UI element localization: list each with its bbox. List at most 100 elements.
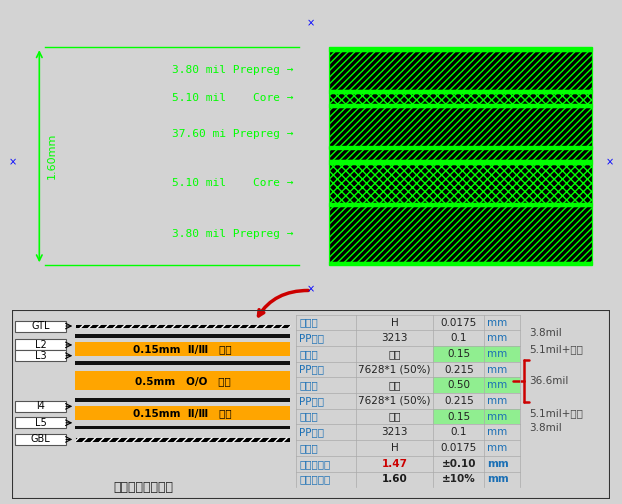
Text: 5.10 mil    Core →: 5.10 mil Core → [172,178,293,188]
Text: 3.80 mil Prepreg →: 3.80 mil Prepreg → [172,65,293,75]
FancyBboxPatch shape [16,321,66,332]
Text: GTL: GTL [32,321,50,331]
Text: 0.215: 0.215 [444,364,474,374]
Text: mm: mm [487,364,508,374]
Text: 7628*1 (50%): 7628*1 (50%) [358,364,431,374]
Text: mm: mm [487,318,508,328]
Bar [329,104,592,107]
Text: L5: L5 [35,418,47,428]
Text: 0.0175: 0.0175 [440,318,477,328]
Text: L3: L3 [35,351,47,361]
Bar [329,51,592,90]
Text: PP胶：: PP胶： [299,333,324,343]
Text: H: H [391,443,399,453]
Bar [329,160,592,164]
Text: PP胶：: PP胶： [299,364,324,374]
Text: 0.15mm  Ⅱ/Ⅲ   含铜: 0.15mm Ⅱ/Ⅲ 含铜 [133,408,232,418]
Text: 5.10 mil    Core →: 5.10 mil Core → [172,93,293,103]
Text: 芯板：: 芯板： [299,349,318,359]
Bar [329,164,592,203]
Text: 0.15mm  Ⅱ/Ⅲ   含铜: 0.15mm Ⅱ/Ⅲ 含铜 [133,344,232,354]
Bar [329,93,592,104]
Bar [75,437,290,442]
Bar [75,324,290,329]
Bar [75,324,290,329]
Bar [329,262,592,265]
FancyBboxPatch shape [16,434,66,445]
FancyBboxPatch shape [16,401,66,412]
Text: mm: mm [487,349,508,359]
FancyBboxPatch shape [16,350,66,361]
Text: mm: mm [487,443,508,453]
Text: mm: mm [487,474,509,484]
Text: 压合厅度：: 压合厅度： [299,459,330,469]
Text: 36.6mil: 36.6mil [529,376,569,386]
Bar [75,425,290,429]
Text: 光板: 光板 [388,381,401,390]
FancyBboxPatch shape [16,417,66,428]
Text: 0.1: 0.1 [450,333,467,343]
Text: mm: mm [487,427,508,437]
Text: 1.60: 1.60 [382,474,407,484]
Text: 3.8mil: 3.8mil [529,422,562,432]
Text: 0.0175: 0.0175 [440,443,477,453]
Text: 3213: 3213 [381,427,408,437]
Text: 3213: 3213 [381,333,408,343]
Text: 7628*1 (50%): 7628*1 (50%) [358,396,431,406]
Text: 含铜: 含铜 [388,412,401,422]
Text: ×: × [605,157,614,167]
Bar [329,107,592,160]
Text: mm: mm [487,381,508,390]
Text: mm: mm [487,396,508,406]
Text: 铜厉：: 铜厉： [299,443,318,453]
Bar [329,206,592,262]
Text: 1.47: 1.47 [381,459,407,469]
Bar [75,371,290,390]
Text: 1.60mm: 1.60mm [47,133,57,179]
Bar [434,409,520,424]
Text: 芯板：: 芯板： [299,381,318,390]
Text: 0.50: 0.50 [447,381,470,390]
Text: 0.1: 0.1 [450,427,467,437]
Text: 37.60 mi Prepreg →: 37.60 mi Prepreg → [172,129,293,139]
Bar [329,51,592,90]
Bar [329,107,592,160]
FancyBboxPatch shape [16,340,66,350]
Bar [329,146,592,150]
Text: 铜厉：: 铜厉： [299,318,318,328]
Bar [329,47,592,51]
Bar [75,342,290,356]
Text: 0.15: 0.15 [447,349,470,359]
Text: mm: mm [487,333,508,343]
Text: 5.1mil+铜厉: 5.1mil+铜厉 [529,408,583,418]
Text: 芯板：: 芯板： [299,412,318,422]
Text: L2: L2 [35,340,47,350]
Text: GBL: GBL [31,434,50,445]
Text: 含铜: 含铜 [388,349,401,359]
Bar [75,334,290,338]
Bar [329,93,592,104]
Bar [434,346,520,362]
Bar [75,437,290,442]
Text: 成品板厅：: 成品板厅： [299,474,330,484]
Bar [329,206,592,262]
Text: ±0.10: ±0.10 [442,459,476,469]
Bar [434,377,520,393]
Text: PP胶：: PP胶： [299,427,324,437]
Text: ×: × [8,157,17,167]
Bar [75,398,290,402]
Text: 0.215: 0.215 [444,396,474,406]
Bar [75,361,290,365]
Text: 0.15: 0.15 [447,412,470,422]
Text: 5.1mil+铜厉: 5.1mil+铜厉 [529,344,583,354]
Bar [329,164,592,203]
Text: mm: mm [487,412,508,422]
Bar [329,203,592,206]
Text: ×: × [307,19,315,29]
Text: l4: l4 [36,401,45,411]
Text: H: H [391,318,399,328]
Bar [329,90,592,93]
Text: ±10%: ±10% [442,474,476,484]
Text: 0.5mm   O/O   光板: 0.5mm O/O 光板 [135,376,231,386]
Text: 八层板压合结构图: 八层板压合结构图 [114,481,174,494]
